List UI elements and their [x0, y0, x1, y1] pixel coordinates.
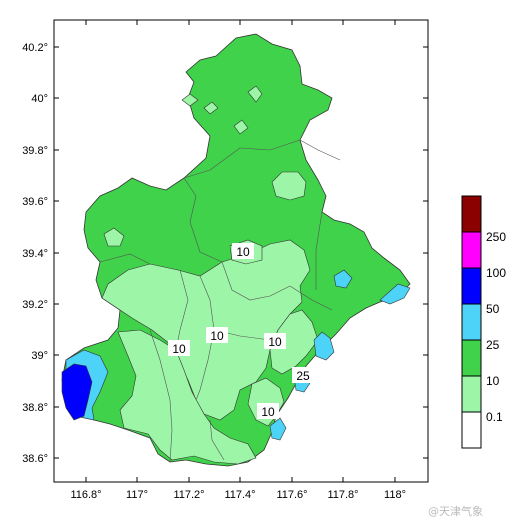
contour-labels: 10 10 10 10 25 10	[168, 243, 314, 419]
legend-label: 100	[486, 266, 506, 280]
lon-tick-label: 117.8°	[327, 489, 358, 501]
lon-ticks	[85, 20, 396, 482]
lon-tick-labels: 116.8° 117° 117.2° 117.4° 117.6° 117.8° …	[70, 489, 406, 501]
contour-label: 10	[261, 405, 275, 419]
lat-tick-label: 38.6°	[22, 453, 48, 465]
contour-label: 10	[236, 245, 250, 259]
watermark: @天津气象	[428, 505, 483, 518]
legend-swatch-25-50	[461, 303, 482, 341]
contour-label: 10	[268, 335, 282, 349]
region-light-green-north-small-1	[247, 85, 263, 103]
lon-tick-label: 117.4°	[224, 489, 255, 501]
lon-tick-label: 117.6°	[276, 489, 307, 501]
legend-label: 10	[486, 374, 500, 388]
region-light-green-north-small-2	[233, 119, 249, 135]
region-cyan-coast-1	[313, 331, 335, 361]
legend-swatch-0.1-10	[461, 375, 482, 413]
lat-tick-label: 39°	[31, 350, 48, 362]
region-blue-southwest	[61, 363, 93, 421]
lat-tick-label: 38.8°	[22, 402, 48, 414]
legend-swatch-100-250	[461, 231, 482, 269]
lat-tick-labels: 40.2° 40° 39.8° 39.6° 39.4° 39.2° 39° 38…	[22, 42, 48, 465]
region-light-green-north-small-4	[203, 101, 219, 115]
legend-swatch-below-0.1	[461, 411, 482, 449]
region-light-green-north-patch	[271, 171, 307, 201]
lat-tick-label: 39.4°	[22, 248, 48, 260]
legend-swatch-10-25	[461, 339, 482, 377]
contour-label: 10	[210, 329, 224, 343]
lat-ticks	[54, 46, 428, 459]
lat-tick-label: 39.2°	[22, 299, 48, 311]
legend-labels: 250 100 50 25 10 0.1	[486, 230, 506, 424]
region-cyan-coast-3	[269, 417, 287, 441]
region-light-green-west-patch	[103, 227, 125, 247]
lon-tick-label: 116.8°	[70, 489, 101, 501]
region-light-green-north-small-3	[181, 93, 199, 107]
region-light-green-southwest	[117, 329, 257, 465]
lon-tick-label: 118°	[384, 489, 406, 501]
contour-label: 10	[172, 342, 186, 356]
region-cyan-east-2	[379, 283, 411, 305]
legend-label: 250	[486, 230, 506, 244]
legend-colorbar	[461, 195, 482, 449]
contour-label: 25	[296, 369, 310, 383]
lat-tick-label: 40.2°	[22, 42, 48, 54]
lat-tick-label: 39.8°	[22, 145, 48, 157]
lon-tick-label: 117.2°	[173, 489, 204, 501]
region-cyan-east-1	[333, 269, 353, 289]
lat-tick-label: 39.6°	[22, 196, 48, 208]
district-boundaries	[99, 139, 341, 463]
legend-label: 25	[486, 338, 500, 352]
legend-label: 50	[486, 302, 500, 316]
legend-swatch-50-100	[461, 267, 482, 305]
legend-swatch-250-plus	[461, 195, 482, 233]
legend-label: 0.1	[486, 410, 503, 424]
lat-tick-label: 40°	[31, 93, 48, 105]
lon-tick-label: 117°	[126, 489, 148, 501]
